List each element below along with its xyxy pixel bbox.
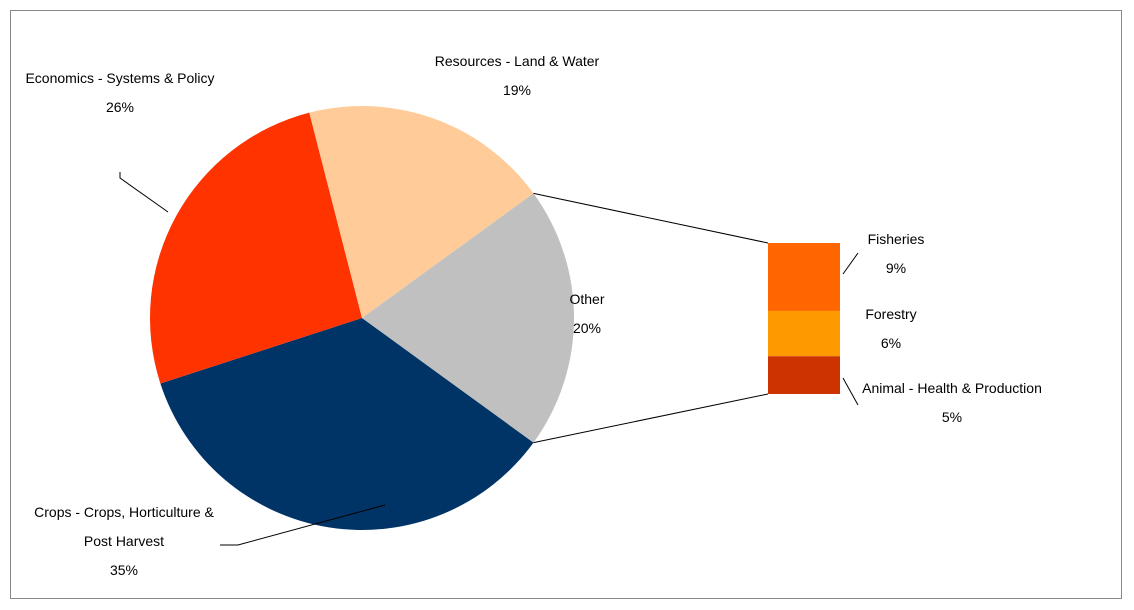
label-name: Animal - Health & Production [862, 380, 1042, 396]
pie-slice [160, 318, 534, 530]
data-label: Resources - Land & Water 19% [387, 47, 647, 105]
label-name: Other [569, 291, 605, 307]
label-name: Crops - Crops, Horticulture & Post Harve… [34, 504, 214, 549]
chart-frame [10, 10, 1122, 599]
breakout-bar [768, 310, 840, 357]
label-name: Resources - Land & Water [434, 53, 600, 69]
label-name: Fisheries [867, 231, 925, 247]
breakout-bar [768, 243, 840, 311]
connector-line [533, 393, 769, 444]
leader-line [220, 504, 386, 546]
label-value: 9% [885, 260, 907, 276]
label-value: 20% [572, 320, 602, 336]
label-value: 35% [109, 562, 139, 578]
data-label: Crops - Crops, Horticulture & Post Harve… [22, 498, 227, 585]
label-value: 6% [880, 335, 902, 351]
label-name: Economics - Systems & Policy [25, 70, 215, 86]
pie-slice [362, 193, 574, 443]
leader-line [119, 172, 169, 213]
label-value: 5% [941, 409, 963, 425]
leader-line [842, 377, 859, 406]
data-label: Animal - Health & Production 5% [832, 374, 1072, 432]
data-label: Economics - Systems & Policy 26% [25, 64, 215, 122]
pie-slice [309, 106, 534, 319]
label-value: 19% [502, 82, 532, 98]
label-name: Forestry [865, 306, 917, 322]
leader-line [842, 252, 859, 275]
data-label: Forestry 6% [841, 300, 941, 358]
label-value: 26% [105, 99, 135, 115]
data-label: Other 20% [547, 285, 627, 343]
connector-line [533, 192, 769, 244]
pie-slice [149, 112, 362, 384]
breakout-bar [768, 356, 840, 394]
data-label: Fisheries 9% [846, 225, 946, 283]
